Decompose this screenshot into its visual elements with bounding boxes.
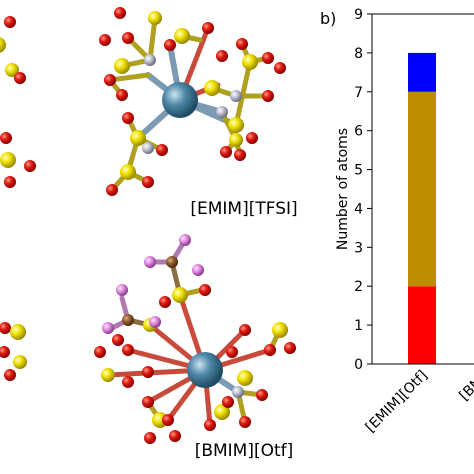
y-tick-label: 0 <box>354 357 363 373</box>
y-tick-label: 1 <box>354 318 363 334</box>
y-tick-label: 2 <box>354 279 363 295</box>
y-tick-label: 9 <box>354 7 363 23</box>
emim-tfsi-structure <box>0 7 286 196</box>
x-tick-label: [BMP <box>456 368 474 404</box>
y-tick-label: 8 <box>354 46 363 62</box>
y-tick-label: 6 <box>354 124 363 140</box>
bar-segment-3 <box>408 52 436 92</box>
bmim-otf-structure <box>0 234 296 444</box>
y-axis-label: Number of atoms <box>335 128 351 250</box>
x-tick-label: [EMIM][Otf] <box>363 368 431 436</box>
structure-label-top: [EMIM][TFSI] <box>190 199 297 219</box>
y-tick-label: 3 <box>354 240 363 256</box>
y-tick-label: 4 <box>354 201 363 217</box>
structure-label-bottom: [BMIM][Otf] <box>195 441 294 461</box>
bar-segment-1 <box>408 286 436 364</box>
bar-segment-2 <box>408 91 436 287</box>
y-tick-label: 5 <box>354 163 363 179</box>
panel-label: b) <box>320 9 336 28</box>
y-tick-label: 7 <box>354 85 363 101</box>
atoms-bar-chart: b) 0 1 2 3 4 5 6 7 8 9 [EMIM][Otf] [BMP Number of … <box>320 7 474 436</box>
